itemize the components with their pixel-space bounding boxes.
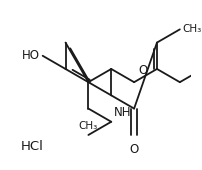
Text: CH₃: CH₃ [78,121,98,131]
Text: HO: HO [22,49,40,62]
Text: CH₃: CH₃ [182,24,201,34]
Text: HCl: HCl [21,140,43,153]
Text: NH: NH [114,106,131,119]
Text: O: O [137,64,146,76]
Text: O: O [129,143,138,156]
